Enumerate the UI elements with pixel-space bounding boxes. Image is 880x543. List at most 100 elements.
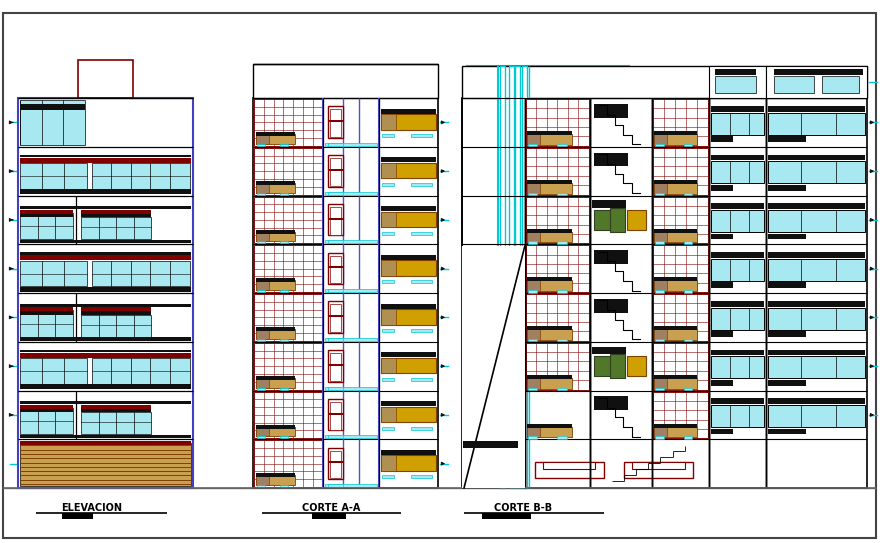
Bar xyxy=(256,425,295,428)
Bar xyxy=(381,157,436,162)
Bar xyxy=(462,66,867,98)
Bar xyxy=(20,213,72,217)
Bar xyxy=(20,240,191,243)
Bar xyxy=(656,144,664,146)
Bar xyxy=(711,185,732,191)
Bar xyxy=(327,301,343,333)
Bar xyxy=(684,388,692,390)
Bar xyxy=(20,158,191,163)
Bar xyxy=(381,407,436,422)
Bar xyxy=(381,206,436,211)
Bar xyxy=(655,229,697,232)
Bar xyxy=(655,329,697,340)
Bar xyxy=(280,144,288,146)
Bar xyxy=(381,358,436,374)
Bar xyxy=(684,144,692,146)
Bar xyxy=(256,134,268,144)
Bar xyxy=(527,183,539,193)
Bar xyxy=(326,241,377,243)
Bar xyxy=(381,304,436,308)
Bar xyxy=(20,405,72,408)
Bar xyxy=(767,161,865,184)
Bar xyxy=(557,339,567,341)
Bar xyxy=(527,180,572,184)
Bar xyxy=(711,356,764,378)
Bar xyxy=(256,475,295,485)
Bar xyxy=(20,261,86,286)
Bar xyxy=(527,378,572,388)
Bar xyxy=(594,356,611,376)
Bar xyxy=(20,310,72,337)
Bar xyxy=(767,301,865,307)
Bar xyxy=(330,353,341,381)
Bar xyxy=(20,163,86,188)
Bar xyxy=(411,134,432,137)
Bar xyxy=(591,346,626,354)
Bar xyxy=(257,485,266,487)
Bar xyxy=(557,241,567,244)
Bar xyxy=(382,378,393,381)
Bar xyxy=(767,112,865,135)
Bar xyxy=(330,109,341,137)
Bar xyxy=(256,475,268,485)
Bar xyxy=(253,98,438,488)
Bar xyxy=(20,353,191,358)
Bar xyxy=(464,443,517,453)
Bar xyxy=(411,231,432,235)
Bar xyxy=(482,513,531,519)
Bar xyxy=(381,352,436,357)
Bar xyxy=(381,114,436,130)
Bar xyxy=(327,484,343,487)
Bar xyxy=(527,329,572,340)
Bar xyxy=(655,426,667,437)
Bar xyxy=(527,134,572,145)
Text: CORTE B-B: CORTE B-B xyxy=(495,503,553,513)
Bar xyxy=(81,210,151,213)
Bar xyxy=(653,392,708,438)
Bar xyxy=(256,378,268,388)
Bar xyxy=(767,233,806,239)
Bar xyxy=(62,513,93,519)
Bar xyxy=(20,100,84,145)
Bar xyxy=(78,60,133,98)
Bar xyxy=(254,245,322,292)
Bar xyxy=(326,484,377,487)
Bar xyxy=(594,299,628,313)
Bar xyxy=(327,387,343,389)
Bar xyxy=(767,428,806,434)
Bar xyxy=(381,456,396,471)
Bar xyxy=(411,183,432,186)
Bar xyxy=(256,280,268,290)
Bar xyxy=(256,426,295,436)
Bar xyxy=(684,241,692,244)
Bar xyxy=(327,120,343,122)
Bar xyxy=(326,387,377,389)
Bar xyxy=(656,241,664,244)
Bar xyxy=(327,338,343,341)
Bar xyxy=(381,407,396,422)
Bar xyxy=(653,294,708,341)
Bar xyxy=(767,331,806,337)
Bar xyxy=(254,148,322,194)
Bar xyxy=(774,70,863,75)
Bar xyxy=(711,282,732,288)
Bar xyxy=(655,134,667,145)
Bar xyxy=(528,339,538,341)
Bar xyxy=(632,462,685,469)
Bar xyxy=(711,155,764,160)
Bar xyxy=(330,158,341,186)
Bar xyxy=(381,358,396,374)
Bar xyxy=(594,210,611,230)
Bar xyxy=(312,513,346,519)
Bar xyxy=(655,180,697,184)
Bar xyxy=(462,98,867,488)
Bar xyxy=(254,392,322,438)
Bar xyxy=(557,388,567,390)
Bar xyxy=(767,380,806,386)
Bar xyxy=(256,280,295,290)
Bar xyxy=(20,307,72,311)
Bar xyxy=(20,408,72,434)
Bar xyxy=(327,447,343,479)
Bar xyxy=(20,408,72,413)
Bar xyxy=(656,388,664,390)
